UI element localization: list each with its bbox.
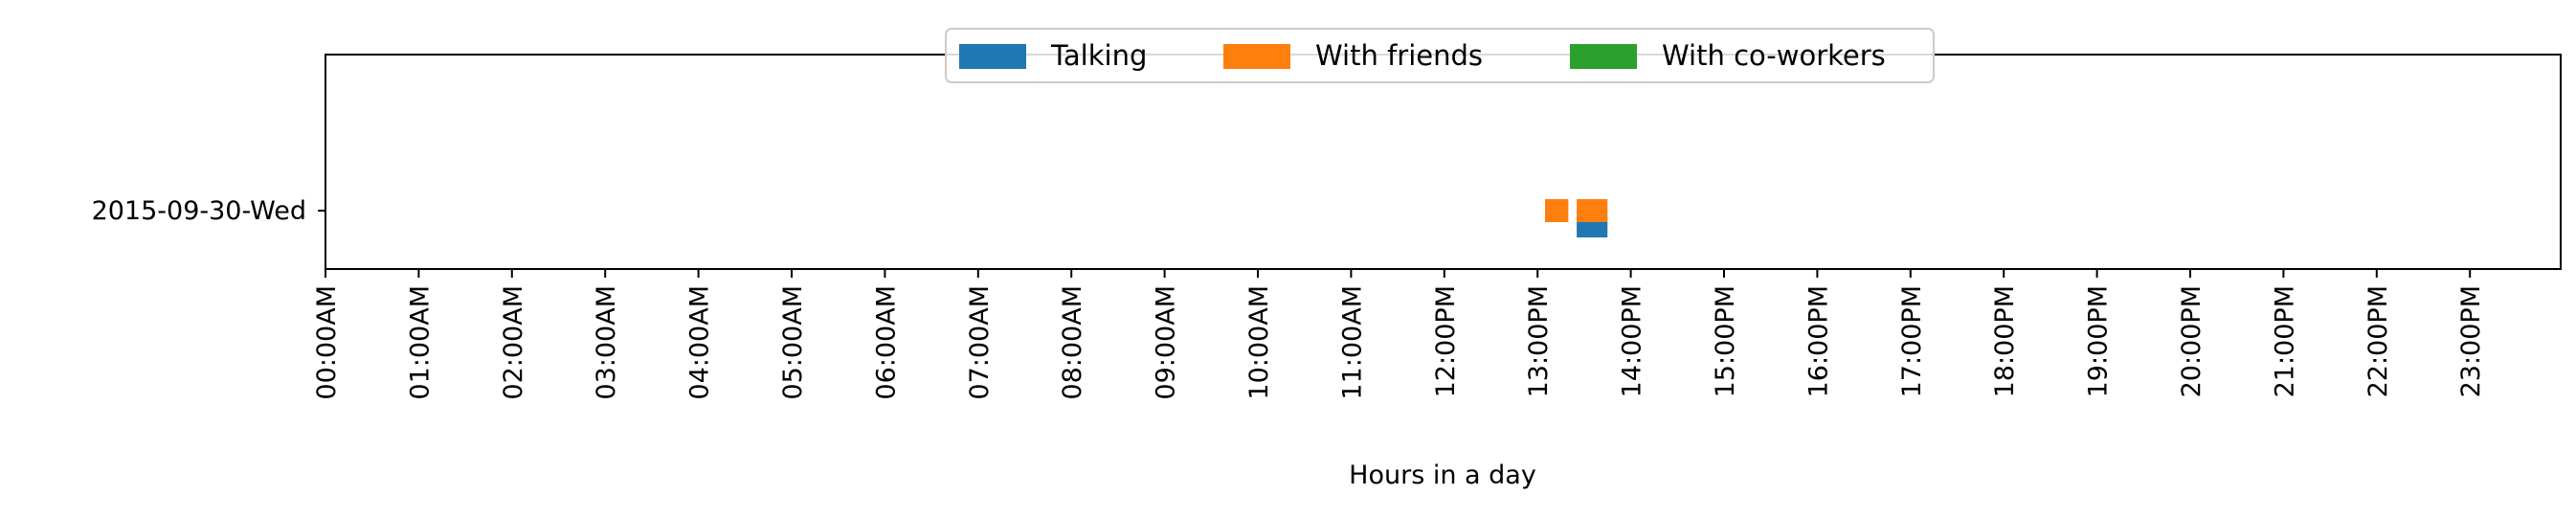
x-tick-label: 14:00PM — [1618, 285, 1647, 397]
x-tick-label: 15:00PM — [1711, 285, 1740, 397]
x-tick-label: 07:00AM — [965, 285, 995, 400]
legend-label: With co-workers — [1662, 39, 1886, 72]
x-axis: 00:00AM 01:00AM 02:00AM 03:00AM 04:00AM 05:00… — [312, 269, 2486, 400]
x-tick-label: 23:00PM — [2456, 285, 2486, 397]
x-tick-label: 00:00AM — [312, 285, 342, 400]
x-tick-label: 06:00AM — [871, 285, 901, 400]
legend-label: Talking — [1050, 39, 1147, 72]
legend-swatch — [1570, 44, 1637, 69]
legend-box — [945, 28, 1935, 83]
legend-label: With friends — [1315, 39, 1483, 72]
y-axis: 2015-09-30-Wed — [92, 196, 325, 226]
x-tick-label: 19:00PM — [2084, 285, 2114, 397]
x-tick-label: 01:00AM — [405, 285, 435, 400]
x-tick-label: 11:00AM — [1337, 285, 1367, 400]
x-tick-label: 09:00AM — [1152, 285, 1181, 400]
x-tick-label: 17:00PM — [1897, 285, 1927, 397]
x-tick-label: 04:00AM — [685, 285, 715, 400]
x-tick-label: 22:00PM — [2363, 285, 2393, 397]
x-axis-label: Hours in a day — [1349, 461, 1536, 490]
y-tick-label: 2015-09-30-Wed — [92, 196, 306, 226]
legend-swatch — [1223, 44, 1290, 69]
x-tick-label: 18:00PM — [1990, 285, 2020, 397]
x-tick-label: 02:00AM — [499, 285, 528, 400]
x-tick-label: 21:00PM — [2270, 285, 2299, 397]
x-tick-label: 08:00AM — [1058, 285, 1087, 400]
x-tick-label: 13:00PM — [1524, 285, 1554, 397]
legend-swatch — [959, 44, 1026, 69]
plot-frame — [325, 54, 2562, 270]
chart-marks — [1544, 199, 1608, 237]
x-tick-label: 20:00PM — [2177, 285, 2206, 397]
x-tick-label: 05:00AM — [778, 285, 808, 400]
x-tick-label: 03:00AM — [592, 285, 621, 400]
x-tick-label: 12:00PM — [1431, 285, 1461, 397]
x-tick-label: 10:00AM — [1244, 285, 1274, 400]
interval-bar-with-friends — [1544, 199, 1569, 222]
legend: Talking With friends With co-workers — [945, 28, 1935, 83]
x-tick-label: 16:00PM — [1803, 285, 1833, 397]
interval-bar-with-friends — [1577, 199, 1608, 222]
